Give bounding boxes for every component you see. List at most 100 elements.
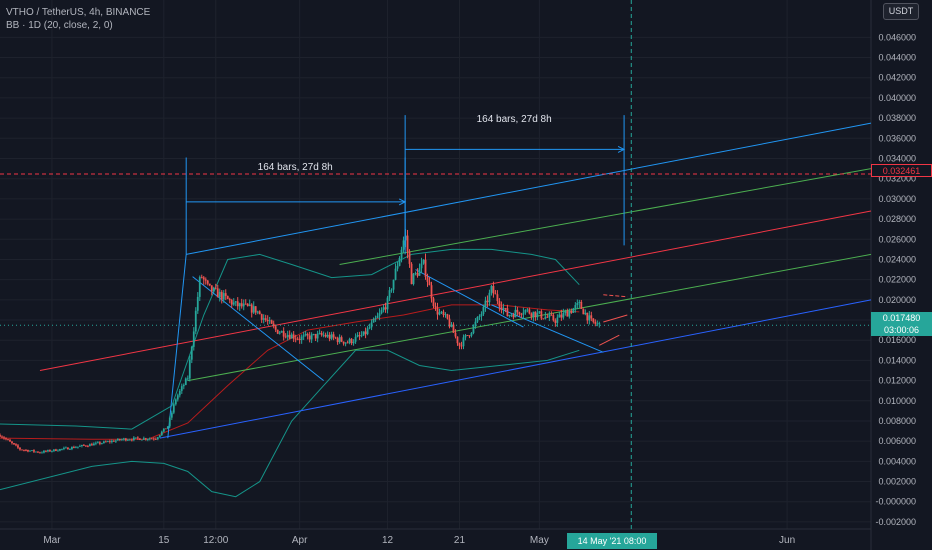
- price-tick-label: 0.006000: [878, 436, 916, 446]
- candle-body: [136, 437, 139, 439]
- candle-body: [510, 314, 513, 316]
- candle-body: [75, 447, 77, 449]
- bollinger-upper-forecast: [603, 294, 628, 298]
- candle-body: [362, 331, 365, 336]
- candle-body: [55, 449, 57, 451]
- bar-countdown: 03:00:06: [883, 325, 920, 335]
- candle-body: [172, 404, 175, 413]
- currency-button[interactable]: USDT: [883, 3, 919, 20]
- candle-body: [192, 331, 195, 347]
- candle-body: [382, 307, 385, 311]
- candle-body: [514, 309, 517, 318]
- bollinger-legend[interactable]: BB · 1D (20, close, 2, 0): [6, 20, 113, 31]
- candle-body: [250, 304, 253, 313]
- candle-body: [336, 338, 339, 343]
- candle-body: [162, 428, 165, 432]
- time-tick-label: 12:00: [203, 535, 228, 546]
- candle-body: [330, 334, 333, 339]
- candle-body: [278, 332, 281, 334]
- candle-body: [400, 249, 403, 259]
- date-range-arrowhead: [617, 145, 626, 153]
- candle-body: [256, 311, 259, 313]
- candle-body: [142, 438, 145, 440]
- price-tick-label: -0.002000: [875, 517, 916, 527]
- candle-body: [156, 437, 159, 440]
- candle-body: [178, 390, 181, 396]
- candle-body: [368, 327, 371, 329]
- candle-body: [452, 324, 455, 333]
- candle-body: [83, 445, 85, 446]
- candle-body: [188, 359, 191, 379]
- candle-body: [9, 439, 11, 442]
- candle-body: [194, 310, 197, 332]
- price-tick-label: 0.034000: [878, 153, 916, 163]
- bollinger-basis-forecast: [603, 314, 628, 323]
- candle-body: [482, 306, 485, 315]
- candle-body: [466, 335, 469, 336]
- candle-body: [90, 444, 93, 446]
- candle-body: [138, 438, 141, 440]
- candle-body: [376, 315, 379, 319]
- candle-body: [184, 378, 187, 385]
- candle-body: [428, 281, 431, 286]
- candle-body: [576, 302, 579, 306]
- candle-body: [550, 314, 553, 316]
- candle-body: [260, 314, 263, 320]
- candle-body: [430, 285, 433, 299]
- candle-body: [560, 314, 563, 318]
- candle-body: [198, 277, 201, 297]
- candle-body: [294, 338, 297, 340]
- candle-body: [580, 301, 583, 309]
- candle-body: [390, 289, 393, 291]
- candle-body: [338, 337, 341, 343]
- candle-body: [572, 308, 575, 313]
- candle-body: [13, 443, 15, 445]
- symbol-title[interactable]: VTHO / TetherUS, 4h, BINANCE: [6, 7, 151, 18]
- candle-body: [414, 272, 417, 274]
- candle-body: [596, 323, 599, 325]
- candle-body: [292, 334, 295, 339]
- time-tick-label: May: [530, 535, 549, 546]
- candle-body: [566, 311, 569, 317]
- candle-body: [494, 293, 497, 295]
- candle-body: [584, 312, 587, 315]
- candle-body: [502, 308, 505, 310]
- candle-body: [17, 445, 19, 448]
- candle-body: [480, 314, 483, 317]
- candle-body: [468, 335, 471, 337]
- candle-body: [412, 273, 415, 285]
- candle-body: [170, 412, 173, 418]
- trend-line: [415, 269, 524, 328]
- candle-body: [1, 436, 3, 438]
- candle-body: [88, 444, 91, 447]
- candle-body: [286, 334, 289, 337]
- candle-body: [476, 317, 479, 322]
- candle-body: [536, 312, 539, 318]
- candle-body: [352, 341, 355, 344]
- price-tick-label: 0.016000: [878, 335, 916, 345]
- candle-body: [35, 451, 37, 453]
- candle-body: [436, 307, 439, 315]
- candle-body: [462, 337, 465, 347]
- candle-body: [148, 438, 151, 440]
- candle-body: [554, 320, 557, 323]
- bollinger-lower-forecast: [599, 334, 620, 346]
- candle-body: [112, 440, 115, 442]
- candle-body: [248, 304, 251, 306]
- date-range-label: 164 bars, 27d 8h: [476, 114, 552, 126]
- candle-body: [406, 235, 409, 252]
- candle-body: [488, 292, 491, 303]
- candle-body: [41, 452, 43, 454]
- candle-body: [268, 320, 271, 322]
- candle-body: [492, 285, 495, 294]
- price-tick-label: 0.046000: [878, 32, 916, 42]
- candle-body: [326, 334, 329, 337]
- candle-body: [344, 342, 347, 344]
- candle-body: [71, 447, 73, 450]
- candle-body: [440, 311, 443, 313]
- candle-body: [460, 345, 463, 347]
- candle-body: [174, 399, 177, 405]
- candle-body: [570, 311, 573, 313]
- candle-body: [196, 296, 199, 311]
